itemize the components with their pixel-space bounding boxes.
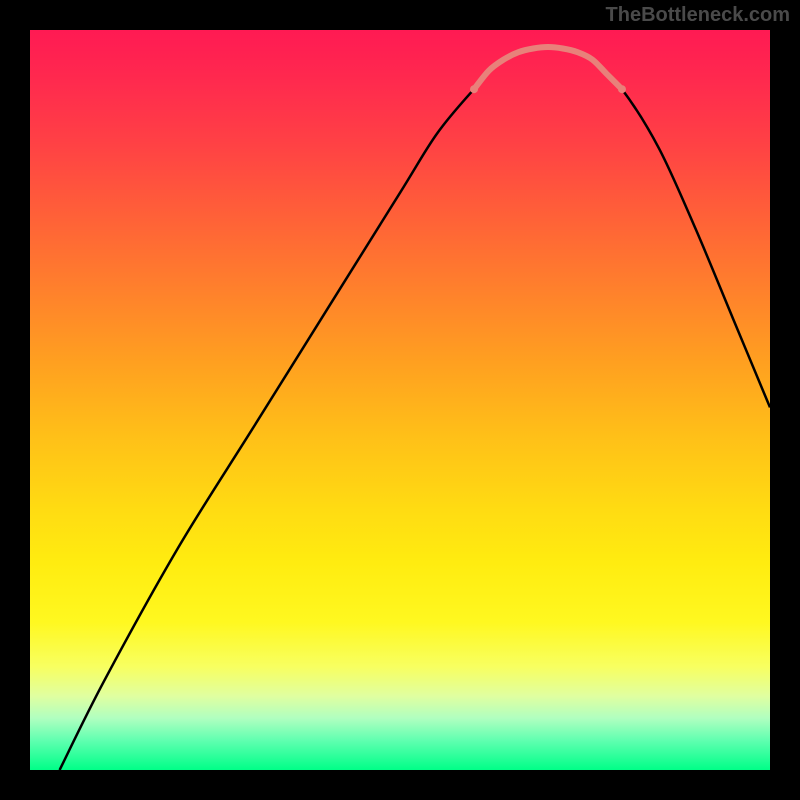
marker-cap-start (470, 85, 478, 93)
marker-cap-end (618, 85, 626, 93)
curve-path (60, 47, 770, 770)
bottleneck-curve (30, 30, 770, 770)
marker-segment (474, 47, 622, 89)
plot-area (30, 30, 770, 770)
attribution-text: TheBottleneck.com (606, 4, 790, 27)
